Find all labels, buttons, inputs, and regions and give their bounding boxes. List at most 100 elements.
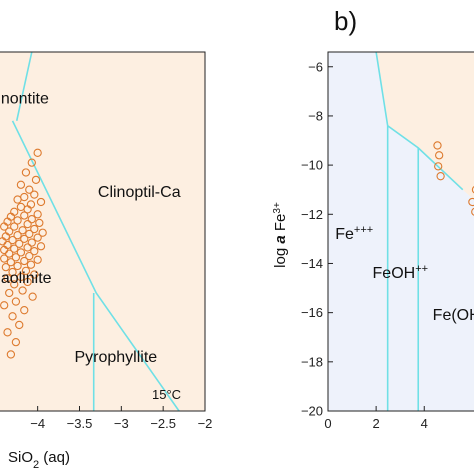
panel-a-data-point	[15, 239, 24, 248]
panel-a-data-point	[33, 148, 42, 157]
panel-b-y-tick-label: −14	[301, 256, 323, 271]
field-label-base: FeOH	[373, 265, 416, 282]
panel-b-data-point	[471, 186, 474, 194]
panel-a-data-point	[16, 248, 26, 257]
panel-a-data-point	[6, 350, 16, 359]
panel-a-data-point	[31, 175, 41, 185]
panel-a-data-point	[25, 229, 34, 239]
panel-b-y-tick-label: −8	[308, 108, 323, 123]
panel-b-solid-region	[376, 52, 474, 200]
panel-a: nontiteClinoptil-CaaolinitePyrophyllite …	[0, 51, 212, 471]
panel-b-y-tick-label: −10	[301, 158, 323, 173]
panel-a-plot-area	[0, 52, 205, 411]
panel-a-data-point	[20, 234, 29, 244]
panel-b-regions	[328, 52, 474, 411]
panel-a-x-ticks: −4 −3.5 −3 −2.5 −2	[30, 406, 212, 431]
panel-a-data-point	[25, 251, 34, 261]
panel-b-data-point	[436, 172, 445, 181]
panel-a-data-point	[20, 306, 29, 315]
panel-a-data-point	[23, 219, 32, 229]
panel-a-x-tick-label: −2	[198, 416, 213, 431]
panel-b-y-tick-label: −6	[308, 59, 323, 74]
panel-a-data-point	[33, 255, 42, 264]
panel-a-data-point	[8, 235, 17, 245]
panel-a-data-point	[15, 320, 24, 330]
field-label-charge: +++	[354, 224, 373, 236]
panel-b-points	[433, 141, 474, 216]
panel-b-boundaries	[375, 51, 464, 411]
panel-a-data-point	[11, 338, 21, 347]
panel-a-data-point	[8, 267, 17, 277]
panel-a-x-tick-label: −3.5	[67, 416, 93, 431]
panel-b-x-tick-label: 4	[421, 416, 428, 431]
panel-b-frame	[327, 51, 474, 412]
panel-a-data-point	[35, 218, 44, 228]
panel-a-field-label: aolinite	[1, 270, 52, 287]
panel-a-data-point	[0, 301, 9, 310]
panel-a-data-point	[11, 297, 21, 306]
panel-a-data-point	[36, 197, 46, 207]
panel-b-y-tick-label: −12	[301, 207, 323, 222]
panel-b-y-tick-label: −20	[301, 404, 323, 419]
panel-a-data-point	[10, 222, 19, 231]
panel-a-data-point	[0, 254, 9, 263]
panel-a-data-point	[10, 244, 19, 253]
panel-a-data-point	[33, 210, 42, 219]
panel-a-field-label: Clinoptil-Ca	[98, 184, 181, 201]
panel-a-data-point	[30, 190, 39, 199]
panel-a-data-point	[1, 263, 11, 272]
panel-a-data-point	[13, 195, 22, 204]
panel-a-data-point	[3, 328, 12, 337]
panel-a-data-point	[36, 242, 46, 251]
panel-a-data-point	[23, 205, 32, 214]
panel-b-data-point	[435, 151, 444, 160]
field-label-base: Fe	[335, 226, 354, 243]
panel-a-boundary-line-1	[11, 120, 180, 412]
panel-b-field-label: FeOH++	[373, 263, 429, 282]
panel-a-data-point	[0, 222, 9, 231]
x-axis-label-tail: (aq)	[39, 449, 70, 466]
field-label-base: Fe(OH	[433, 307, 474, 324]
y-axis-label-species: Fe	[272, 214, 289, 236]
panel-a-data-point	[6, 258, 16, 267]
panel-b-y-axis-label: log a Fe3+	[272, 202, 290, 268]
panel-a-data-point	[25, 185, 34, 194]
panel-b-x-tick-label: 2	[373, 416, 380, 431]
panel-b-data-point	[433, 141, 442, 150]
panel-a-field-label: Pyrophyllite	[74, 349, 157, 366]
panel-a-data-point	[38, 228, 47, 237]
panel-a-data-point	[21, 168, 31, 177]
panel-a-data-point	[23, 277, 32, 287]
panel-a-boundaries	[11, 51, 180, 412]
panel-a-data-point	[21, 266, 31, 275]
panel-a-boundary-line-0	[15, 51, 33, 122]
panel-a-data-point	[5, 249, 14, 258]
panel-b-y-ticks: −6 −8 −10 −12 −14 −16 −18 −20	[301, 59, 333, 419]
panel-a-data-point	[10, 280, 19, 289]
panel-b-field-label: Fe+++	[335, 224, 373, 243]
panel-a-field-labels: nontite Clinoptil-Ca aolinite Pyrophyllite	[1, 91, 181, 366]
panel-a-data-point	[13, 231, 22, 240]
panel-b: b) Fe+++FeOH++Fe(OH 024 −6−8−10−12−14−16…	[272, 6, 474, 431]
panel-b-data-point	[471, 207, 474, 216]
panel-b-x-ticks: 0 2 4	[324, 406, 428, 431]
panel-a-data-point	[30, 224, 39, 234]
panel-a-data-point	[30, 247, 39, 256]
panel-b-data-point	[468, 197, 474, 207]
panel-b-x-tick-label: 0	[324, 416, 331, 431]
panel-a-frame	[0, 51, 206, 412]
panel-a-data-point	[16, 180, 26, 189]
panel-b-y-tick-label: −16	[301, 305, 323, 320]
panel-a-data-point	[30, 270, 39, 279]
panel-a-data-point	[26, 260, 36, 269]
panel-b-field-labels: Fe+++ FeOH++ Fe(OH	[335, 224, 474, 324]
y-axis-label-charge: 3+	[272, 202, 283, 214]
panel-a-data-point	[18, 226, 27, 235]
panel-b-y-tick-label: −18	[301, 354, 323, 369]
panel-a-data-point	[27, 238, 36, 247]
x-axis-label-subscript: 2	[33, 459, 39, 471]
panel-a-x-tick-label: −4	[30, 416, 45, 431]
panel-a-points	[0, 148, 47, 359]
panel-a-data-point	[23, 243, 32, 252]
